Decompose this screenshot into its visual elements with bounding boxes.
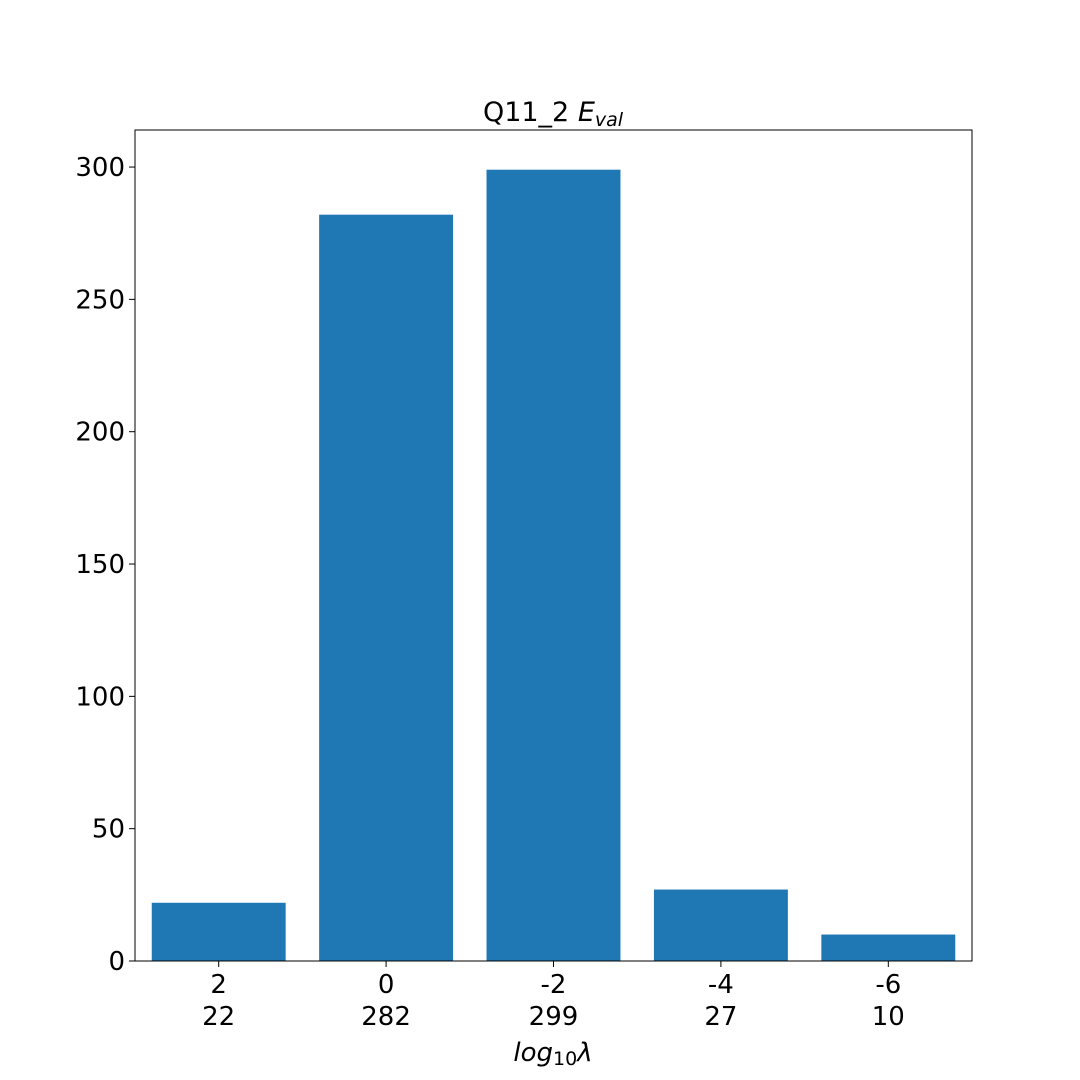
bar-value-label-1: 282 [361, 1002, 411, 1032]
bar-2 [486, 169, 621, 961]
x-tick-label-2: -2 [541, 970, 567, 1000]
chart-title: Q11_2 Eval [483, 97, 624, 131]
x-tick-label-4: -6 [875, 970, 901, 1000]
y-tick-label-1: 50 [92, 815, 125, 845]
bars-group [151, 169, 956, 962]
y-tick-label-6: 300 [75, 153, 125, 183]
bar-value-label-4: 10 [872, 1002, 905, 1032]
bar-value-label-2: 299 [529, 1002, 579, 1032]
chart-title-main: Q11_2 [483, 97, 578, 128]
bar-value-label-0: 22 [202, 1002, 235, 1032]
bar-3 [653, 889, 788, 961]
x-tick-label-1: 0 [378, 970, 395, 1000]
x-axis-label: log10λ [513, 1038, 592, 1070]
x-axis-label-subscript: 10 [553, 1048, 577, 1070]
y-tick-label-5: 250 [75, 285, 125, 315]
chart-title-symbol: E [578, 97, 595, 128]
x-tick-label-0: 2 [210, 970, 227, 1000]
y-tick-label-0: 0 [108, 947, 125, 977]
bar-1 [319, 214, 454, 962]
y-tick-label-4: 200 [75, 418, 125, 448]
y-axis: 0 50 100 150 200 250 300 [75, 153, 135, 977]
bar-4 [821, 934, 956, 961]
chart-title-subscript: val [595, 109, 624, 131]
x-axis-label-symbol: λ [575, 1038, 592, 1068]
x-tick-label-3: -4 [708, 970, 734, 1000]
y-tick-label-2: 100 [75, 682, 125, 712]
y-tick-label-3: 150 [75, 550, 125, 580]
bar-value-label-3: 27 [704, 1002, 737, 1032]
x-axis-label-main: log [513, 1038, 553, 1068]
bar-0 [151, 902, 286, 961]
